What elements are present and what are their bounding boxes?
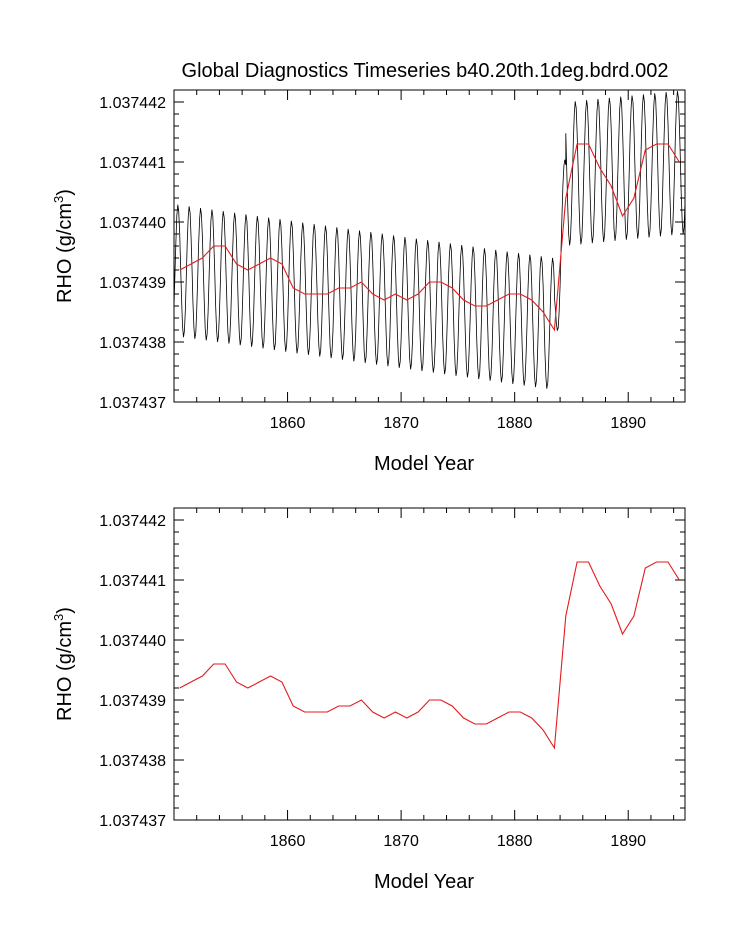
annual-mean-series-line bbox=[179, 561, 680, 750]
top-y-axis-label: RHO (g/cm3) bbox=[51, 189, 76, 303]
top-x-axis-label: Model Year bbox=[374, 453, 474, 475]
x-tick-label: 1860 bbox=[270, 833, 306, 850]
bottom-x-axis-label: Model Year bbox=[374, 871, 474, 893]
x-tick-label: 1890 bbox=[610, 415, 646, 432]
bottom-plot-frame bbox=[173, 507, 686, 821]
y-tick-label: 1.037441 bbox=[99, 573, 166, 590]
top-plot-area bbox=[174, 90, 685, 389]
top-y-axis-label-main: RHO (g/cm bbox=[54, 203, 76, 303]
y-tick-label: 1.037439 bbox=[99, 693, 166, 710]
x-tick-label: 1890 bbox=[610, 833, 646, 850]
bottom-series-group bbox=[179, 561, 680, 750]
top-x-ticks: 1860 1870 1880 1890 bbox=[196, 90, 675, 432]
top-y-axis-label-close: ) bbox=[54, 189, 76, 196]
bottom-plot-area bbox=[179, 561, 680, 750]
x-tick-label: 1880 bbox=[497, 415, 533, 432]
bottom-y-axis-label: RHO (g/cm3) bbox=[51, 607, 76, 721]
bottom-y-axis-label-sup: 3 bbox=[51, 614, 66, 621]
y-tick-label: 1.037440 bbox=[99, 215, 166, 232]
top-y-axis-label-sup: 3 bbox=[51, 196, 66, 203]
x-tick-label: 1860 bbox=[270, 415, 306, 432]
bottom-panel: 1.037437 1.037438 1.037439 1.037440 1.037441… bbox=[51, 507, 686, 893]
y-tick-label: 1.037437 bbox=[99, 813, 166, 830]
y-tick-label: 1.037442 bbox=[99, 95, 166, 112]
chart-title: Global Diagnostics Timeseries b40.20th.1… bbox=[182, 60, 669, 82]
y-tick-label: 1.037438 bbox=[99, 753, 166, 770]
top-y-ticks: 1.037437 1.037438 1.037439 1.037440 1.037441… bbox=[99, 89, 685, 412]
y-tick-label: 1.037439 bbox=[99, 275, 166, 292]
bottom-y-axis-label-main: RHO (g/cm bbox=[54, 621, 76, 721]
monthly-series-line bbox=[174, 90, 685, 389]
x-tick-label: 1880 bbox=[497, 833, 533, 850]
top-plot-frame bbox=[173, 89, 686, 403]
bottom-y-ticks: 1.037437 1.037438 1.037439 1.037440 1.037441… bbox=[99, 507, 685, 830]
y-tick-label: 1.037441 bbox=[99, 155, 166, 172]
bottom-y-axis-label-close: ) bbox=[54, 607, 76, 614]
y-tick-label: 1.037440 bbox=[99, 633, 166, 650]
y-tick-label: 1.037437 bbox=[99, 395, 166, 412]
top-panel: 1.037437 1.037438 1.037439 1.037440 1.037441… bbox=[51, 89, 686, 475]
x-tick-label: 1870 bbox=[383, 833, 419, 850]
y-tick-label: 1.037442 bbox=[99, 513, 166, 530]
top-series-group bbox=[174, 90, 685, 389]
x-tick-label: 1870 bbox=[383, 415, 419, 432]
bottom-x-ticks: 1860 1870 1880 1890 bbox=[196, 508, 675, 850]
annual-mean-series-line bbox=[179, 143, 680, 332]
y-tick-label: 1.037438 bbox=[99, 335, 166, 352]
